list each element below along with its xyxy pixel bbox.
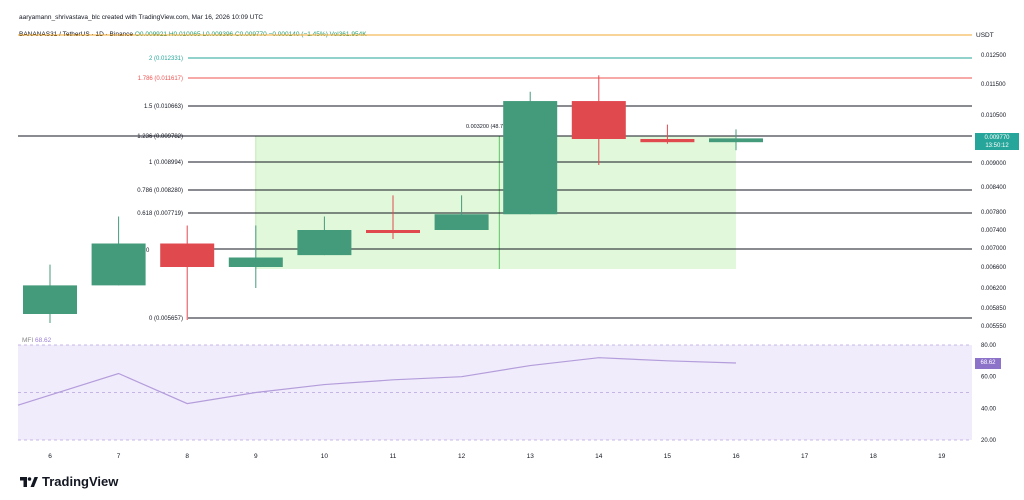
mfi-tick-label: 60.00 [981,375,997,381]
price-tick-label: 0.007000 [981,246,1007,252]
candle-body [228,257,283,267]
fib-label: 0 (0.005657) [149,316,183,322]
x-tick-label: 9 [254,453,258,460]
mfi-line [17,357,737,406]
current-price-badge: 0.009770 13:50:12 [975,133,1019,151]
price-tick-label: 0.009000 [981,161,1007,167]
x-tick-label: 17 [801,453,809,460]
mfi-pane [18,345,972,440]
candle-body [366,230,420,233]
x-tick-label: 6 [48,453,52,460]
x-tick-label: 7 [117,453,121,460]
fib-label: 1.5 (0.010663) [144,104,183,110]
mfi-value-badge: 68.62 [975,358,1001,370]
mfi-tick-label: 80.00 [981,343,997,349]
mfi-name: MFI [22,337,34,344]
x-tick-label: 18 [870,453,878,460]
fib-label: 0 [146,248,150,254]
candle-body [640,139,695,143]
mfi-tick-label: 20.00 [981,438,997,444]
mfi-indicator-label[interactable]: MFI 68.62 [22,337,51,344]
price-tick-label: 0.010500 [981,113,1007,119]
x-tick-label: 10 [321,453,329,460]
x-tick-label: 13 [527,453,535,460]
fib-label: 1 (0.008994) [149,160,183,166]
price-tick-label: 0.007400 [981,228,1007,234]
candle-body [571,101,626,139]
x-tick-label: 8 [185,453,189,460]
fib-label: 1.236 (0.009782) [137,134,183,140]
candle-body [297,230,352,256]
price-tick-label: 0.012500 [981,53,1007,59]
fib-label: 1.786 (0.011617) [138,76,183,82]
author-line: aaryamann_shrivastava_blc created with T… [19,14,264,21]
candle-body [709,138,763,143]
mfi-value: 68.62 [35,337,52,344]
brand-name: TradingView [42,474,119,489]
x-tick-label: 19 [938,453,946,460]
x-tick-label: 11 [390,453,397,460]
candle-body [91,243,146,286]
price-tick-label: 0.006600 [981,265,1007,271]
tradingview-logo[interactable]: TradingView [20,474,118,489]
price-tick-label: 0.005850 [981,306,1007,312]
currency-label: USDT [976,32,994,39]
price-tick-label: 0.008400 [981,185,1007,191]
price-tick-label: 0.006200 [981,286,1007,292]
fib-label: 2 (0.012331) [149,56,183,62]
candle-body [434,214,489,230]
tradingview-icon [20,476,38,487]
candle-body [503,101,558,215]
x-tick-label: 12 [458,453,466,460]
candle-body [23,285,77,314]
fib-label: 0.618 (0.007719) [137,211,183,217]
current-price-value: 0.009770 [984,135,1010,142]
price-tick-label: 0.005550 [981,324,1007,330]
mfi-tick-label: 40.00 [981,406,997,412]
measure-label: 0.003200 (48.7 [466,124,503,130]
x-tick-label: 14 [595,453,603,460]
x-tick-label: 15 [664,453,672,460]
price-tick-label: 0.011500 [981,82,1006,88]
price-tick-label: 0.007800 [981,210,1007,216]
fib-label: 0.786 (0.008280) [137,188,183,194]
x-tick-label: 16 [732,453,740,460]
countdown-value: 13:50:12 [985,143,1009,150]
candle-body [160,243,215,267]
